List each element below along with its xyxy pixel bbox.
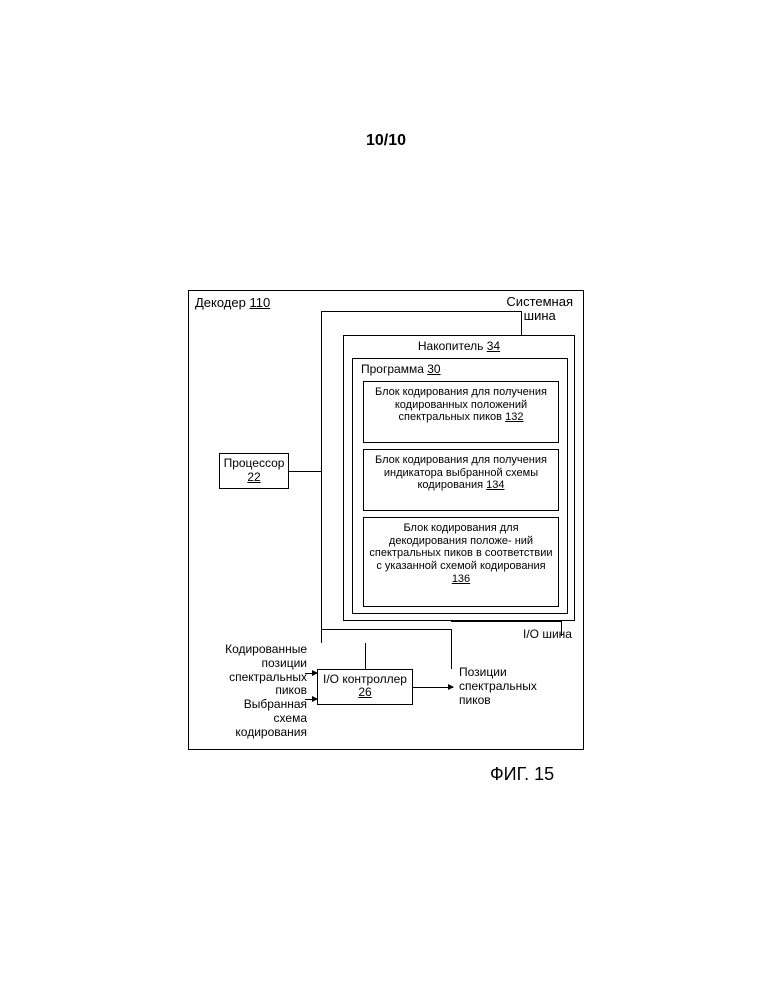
code-block-2: Блок кодирования для получения индикатор… — [363, 449, 559, 511]
io-controller-connector — [365, 643, 366, 669]
code-block-3-text: Блок кодирования для декодирования полож… — [369, 522, 552, 572]
arrow-in-icon — [305, 673, 317, 674]
bus-line — [321, 629, 451, 630]
decoder-diagram: Декодер 110 Системнаяшина Процессор 22 Н… — [188, 290, 584, 750]
system-bus-label: Системнаяшина — [506, 295, 573, 324]
program-ref: 30 — [427, 362, 440, 376]
bus-line — [451, 629, 452, 669]
storage-block: Накопитель 34 Программа 30 Блок кодирова… — [343, 335, 575, 621]
processor-ref: 22 — [247, 470, 260, 484]
figure-caption: ФИГ. 15 — [490, 764, 554, 785]
code-block-2-ref: 134 — [486, 479, 504, 491]
code-block-2-text: Блок кодирования для получения индикатор… — [375, 454, 547, 491]
processor-label: Процессор — [224, 456, 285, 470]
bus-line — [321, 311, 521, 312]
bus-line — [289, 471, 321, 472]
io-controller-block: I/O контроллер 26 — [317, 669, 413, 705]
decoder-ref: 110 — [249, 295, 270, 310]
io-bus-line — [451, 621, 561, 622]
input-labels: КодированныепозицииспектральныхпиковВыбр… — [195, 643, 307, 740]
output-labels: Позицииспектральныхпиков — [459, 666, 569, 707]
storage-label-text: Накопитель — [418, 339, 484, 353]
decoder-label: Декодер 110 — [195, 295, 270, 310]
bus-line — [521, 311, 522, 335]
io-controller-label: I/O контроллер — [323, 672, 407, 686]
arrow-in-icon — [305, 699, 317, 700]
processor-block: Процессор 22 — [219, 453, 289, 489]
code-block-1-ref: 132 — [505, 411, 523, 423]
code-block-1: Блок кодирования для получения кодирован… — [363, 381, 559, 443]
bus-line — [321, 311, 322, 643]
arrow-out-icon — [413, 687, 453, 688]
storage-label: Накопитель 34 — [344, 339, 574, 353]
page-number: 10/10 — [0, 132, 772, 150]
code-block-3-ref: 136 — [452, 573, 470, 585]
storage-ref: 34 — [487, 339, 500, 353]
decoder-label-text: Декодер — [195, 295, 246, 310]
program-label: Программа 30 — [361, 362, 441, 376]
program-label-text: Программа — [361, 362, 424, 376]
program-block: Программа 30 Блок кодирования для получе… — [352, 358, 568, 614]
io-controller-ref: 26 — [358, 685, 371, 699]
io-bus-label: I/O шина — [523, 627, 572, 641]
code-block-3: Блок кодирования для декодирования полож… — [363, 517, 559, 607]
